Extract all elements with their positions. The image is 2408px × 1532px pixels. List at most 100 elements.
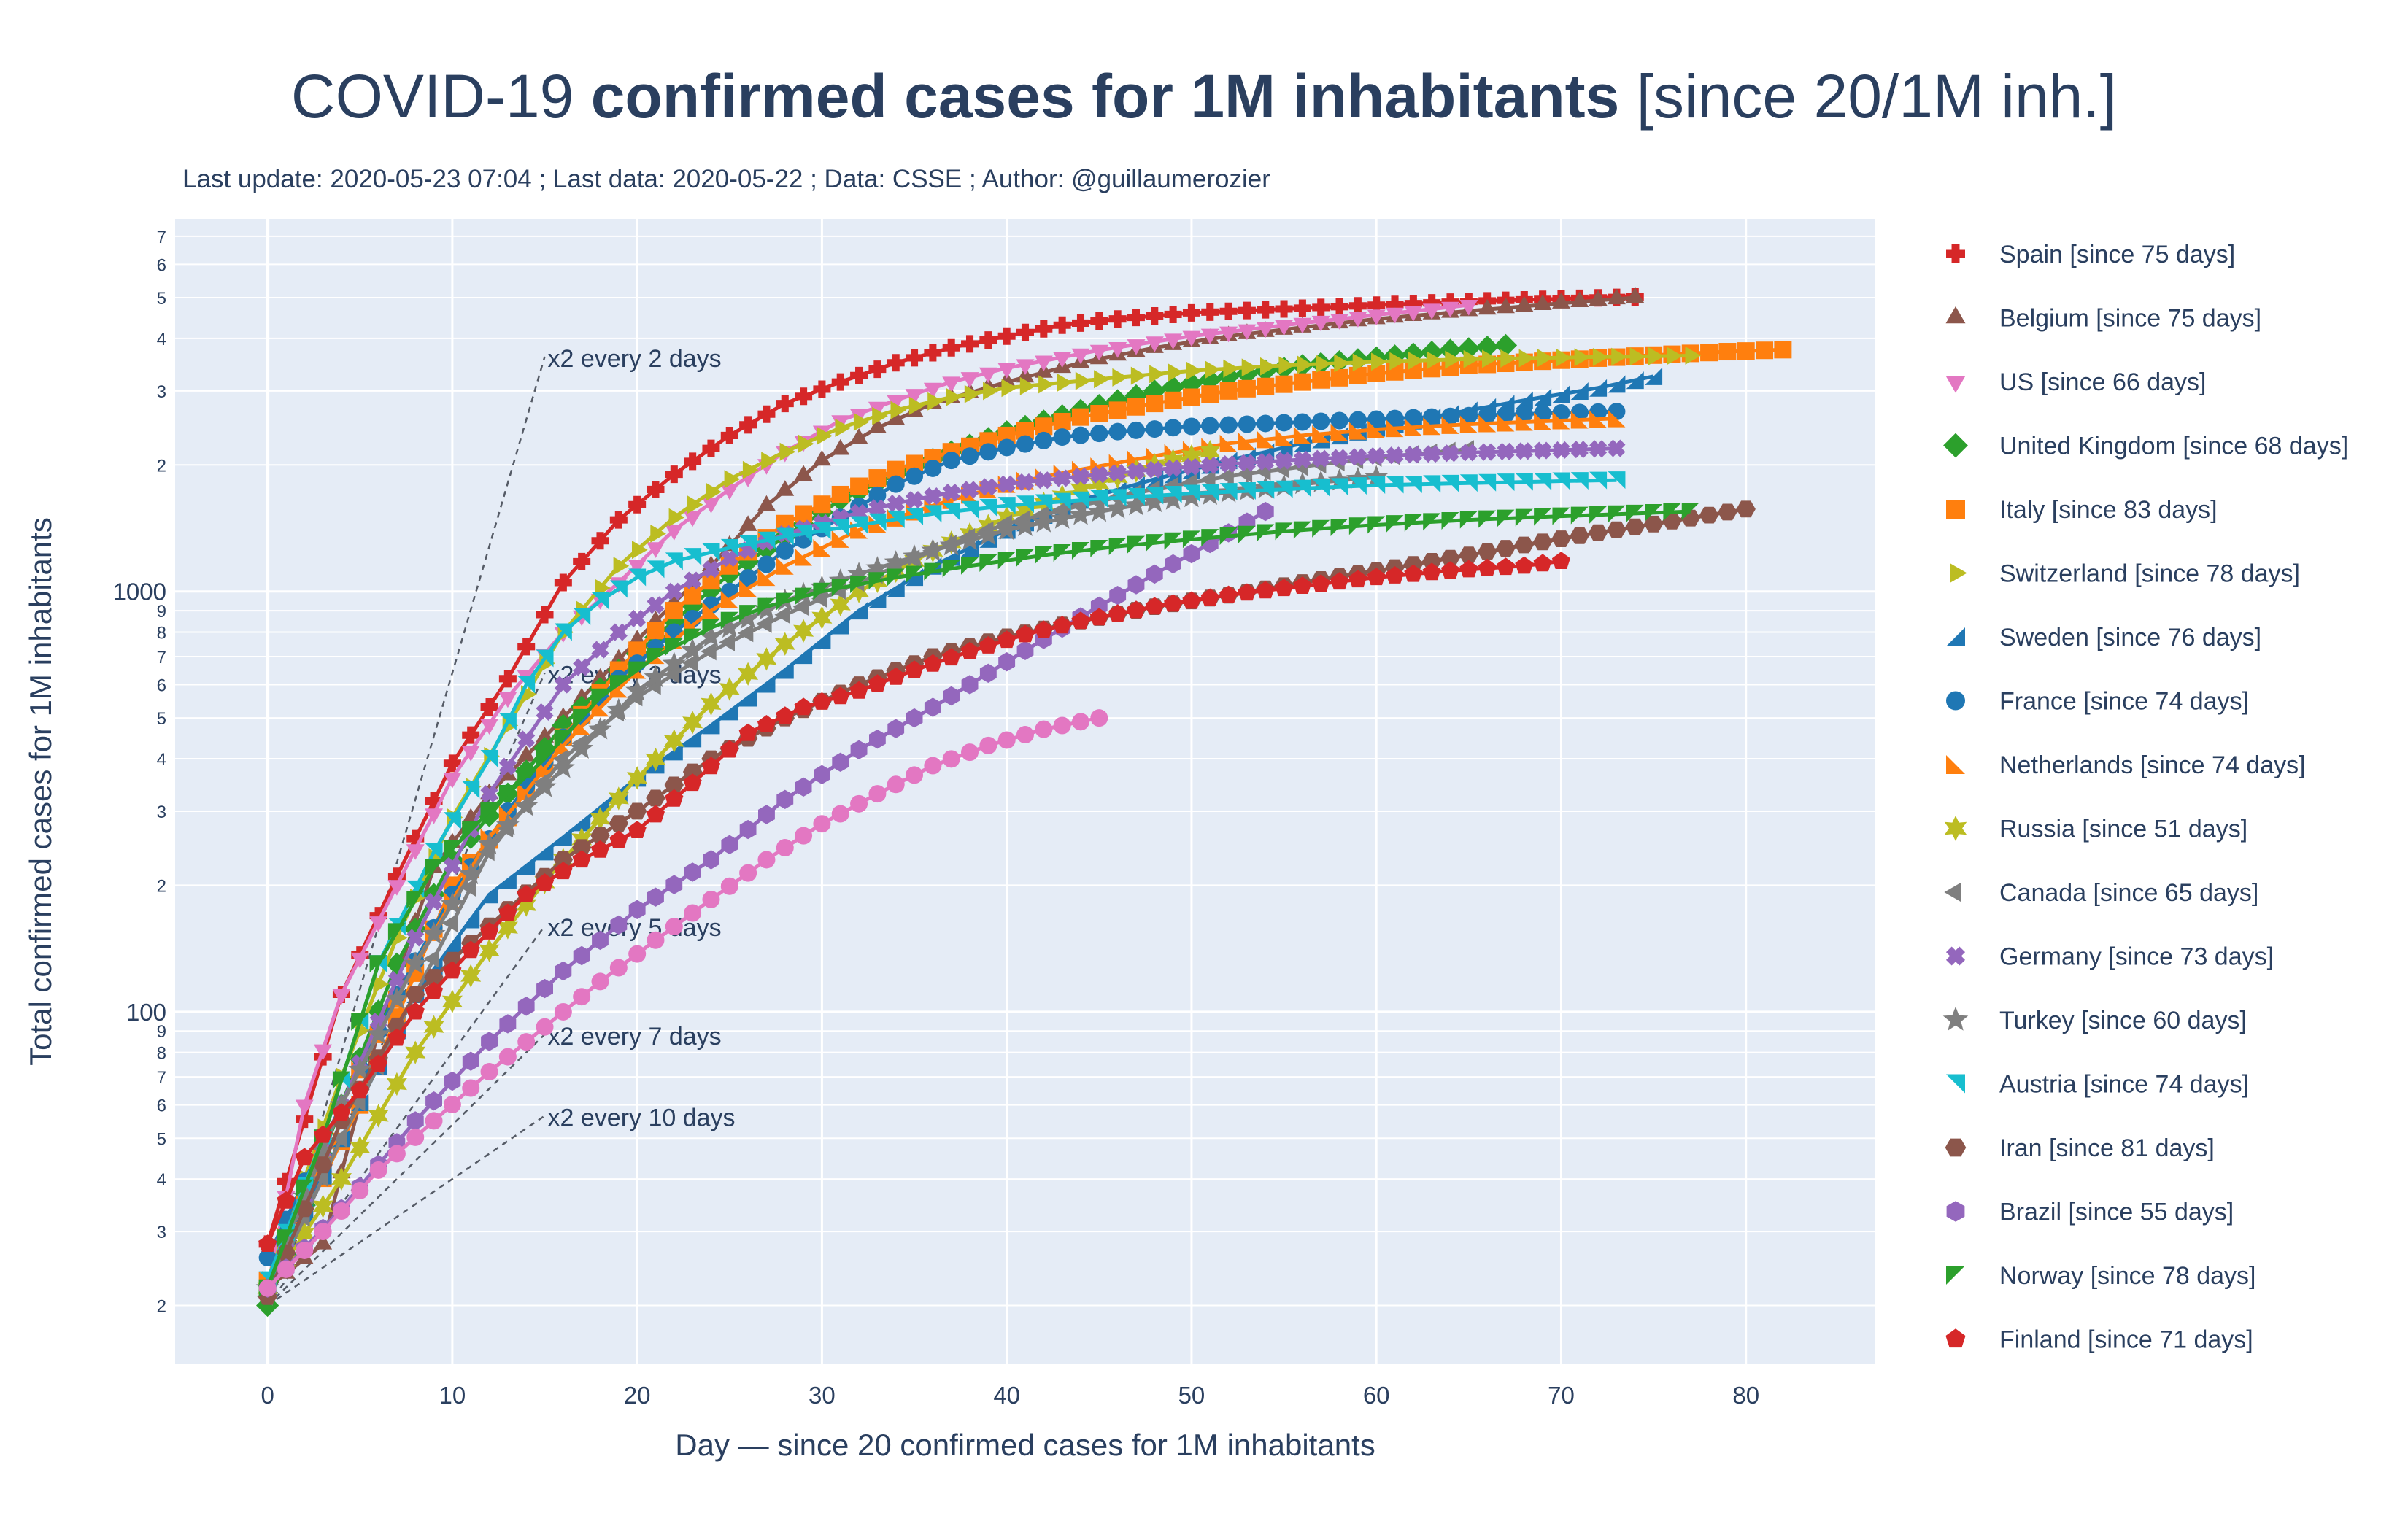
data-point (387, 1028, 406, 1046)
data-point (756, 647, 777, 671)
data-point (683, 511, 702, 527)
data-point-shape (1090, 465, 1108, 484)
data-point (979, 554, 997, 573)
legend-item[interactable]: Canada [since 65 days] (1944, 879, 2258, 907)
data-point (1386, 476, 1404, 494)
data-point (1494, 333, 1518, 357)
legend-marker (1946, 500, 1965, 519)
data-point (682, 763, 703, 781)
data-point (942, 750, 960, 768)
data-point (776, 541, 794, 560)
data-point (795, 827, 813, 845)
data-point (1440, 549, 1460, 567)
data-point (868, 360, 887, 379)
data-point-shape (1108, 464, 1127, 482)
legend-item[interactable]: Russia [since 51 days] (1944, 816, 2247, 843)
data-point (296, 1110, 314, 1129)
data-point (849, 681, 868, 699)
data-point (1608, 288, 1626, 305)
data-point (1478, 543, 1497, 560)
data-point (331, 1167, 352, 1191)
legend-item[interactable]: Norway [since 78 days] (1946, 1262, 2256, 1290)
legend-item[interactable]: Finland [since 71 days] (1945, 1326, 2253, 1354)
data-point (757, 715, 776, 732)
data-point (906, 565, 924, 584)
data-point (1459, 546, 1478, 563)
data-point (794, 465, 813, 481)
legend-item[interactable]: Belgium [since 75 days] (1945, 305, 2262, 333)
data-point (533, 775, 557, 797)
data-point (444, 1071, 461, 1091)
legend-label: Sweden [since 76 days] (1999, 624, 2261, 651)
data-point (1700, 344, 1718, 362)
data-point (887, 568, 905, 587)
legend-item[interactable]: Turkey [since 60 days] (1942, 1006, 2247, 1034)
data-point (1034, 355, 1053, 372)
x-tick-label: 20 (624, 1382, 651, 1409)
data-point (517, 782, 536, 800)
chart-subtitle: Last update: 2020-05-23 07:04 ; Last dat… (182, 165, 1270, 193)
data-point (277, 1229, 295, 1247)
legend-item[interactable]: Netherlands [since 74 days] (1946, 751, 2306, 779)
data-point (812, 692, 831, 710)
data-point (813, 495, 831, 514)
legend-item[interactable]: Sweden [since 76 days] (1946, 624, 2261, 651)
data-point (1219, 483, 1238, 501)
x-tick-label: 40 (993, 1382, 1020, 1409)
data-point (1182, 530, 1200, 549)
legend-item[interactable]: United Kingdom [since 68 days] (1943, 433, 2348, 460)
data-point (553, 851, 573, 868)
data-point (536, 703, 554, 721)
data-point (1478, 510, 1497, 528)
data-point (702, 543, 720, 562)
data-point (1275, 300, 1293, 318)
legend-item[interactable]: Brazil [since 55 days] (1946, 1199, 2234, 1226)
data-point (277, 1260, 295, 1278)
data-point (1445, 350, 1461, 369)
data-point (609, 959, 628, 977)
legend-item[interactable]: Italy [since 83 days] (1946, 496, 2218, 524)
data-point (591, 668, 609, 684)
data-point (1626, 287, 1645, 303)
legend[interactable]: Spain [since 75 days] Belgium [since 75 d… (1942, 241, 2349, 1354)
data-point-shape (554, 676, 572, 694)
data-point (517, 730, 536, 748)
legend-item[interactable]: US [since 66 days] (1945, 368, 2207, 396)
data-point (1478, 558, 1497, 576)
data-point (296, 1241, 314, 1259)
y-minor-tick-label: 2 (157, 456, 166, 476)
legend-label: Turkey [since 60 days] (1999, 1007, 2247, 1034)
data-point-shape (425, 893, 443, 911)
data-point (443, 856, 461, 875)
data-point (1570, 527, 1589, 544)
data-point-shape (1146, 460, 1164, 479)
data-point (997, 327, 1016, 345)
data-point (720, 611, 738, 630)
legend-item[interactable]: Germany [since 73 days] (1942, 943, 2274, 971)
data-point-shape (1219, 454, 1238, 473)
legend-item[interactable]: Switzerland [since 78 days] (1950, 560, 2300, 588)
data-point (1200, 440, 1221, 464)
data-point (702, 560, 720, 579)
data-point (1090, 539, 1108, 557)
data-point (924, 344, 942, 362)
data-point (1035, 494, 1053, 512)
data-point (1589, 379, 1608, 397)
data-point (868, 499, 887, 517)
legend-item[interactable]: France [since 74 days] (1946, 688, 2249, 716)
data-point (1699, 506, 1719, 524)
data-point (311, 1138, 335, 1161)
data-point (795, 587, 813, 606)
legend-item[interactable]: Spain [since 75 days] (1946, 241, 2235, 268)
legend-item[interactable]: Austria [since 74 days] (1946, 1071, 2249, 1099)
data-point (684, 548, 702, 566)
data-point (1057, 374, 1073, 392)
y-minor-tick-label: 4 (157, 750, 166, 770)
legend-item[interactable]: Iran [since 81 days] (1945, 1134, 2215, 1162)
data-point (406, 1002, 425, 1020)
legend-label: Germany [since 73 days] (1999, 943, 2274, 971)
data-point (536, 727, 554, 743)
data-point (1275, 579, 1294, 597)
data-point-shape (591, 641, 609, 659)
